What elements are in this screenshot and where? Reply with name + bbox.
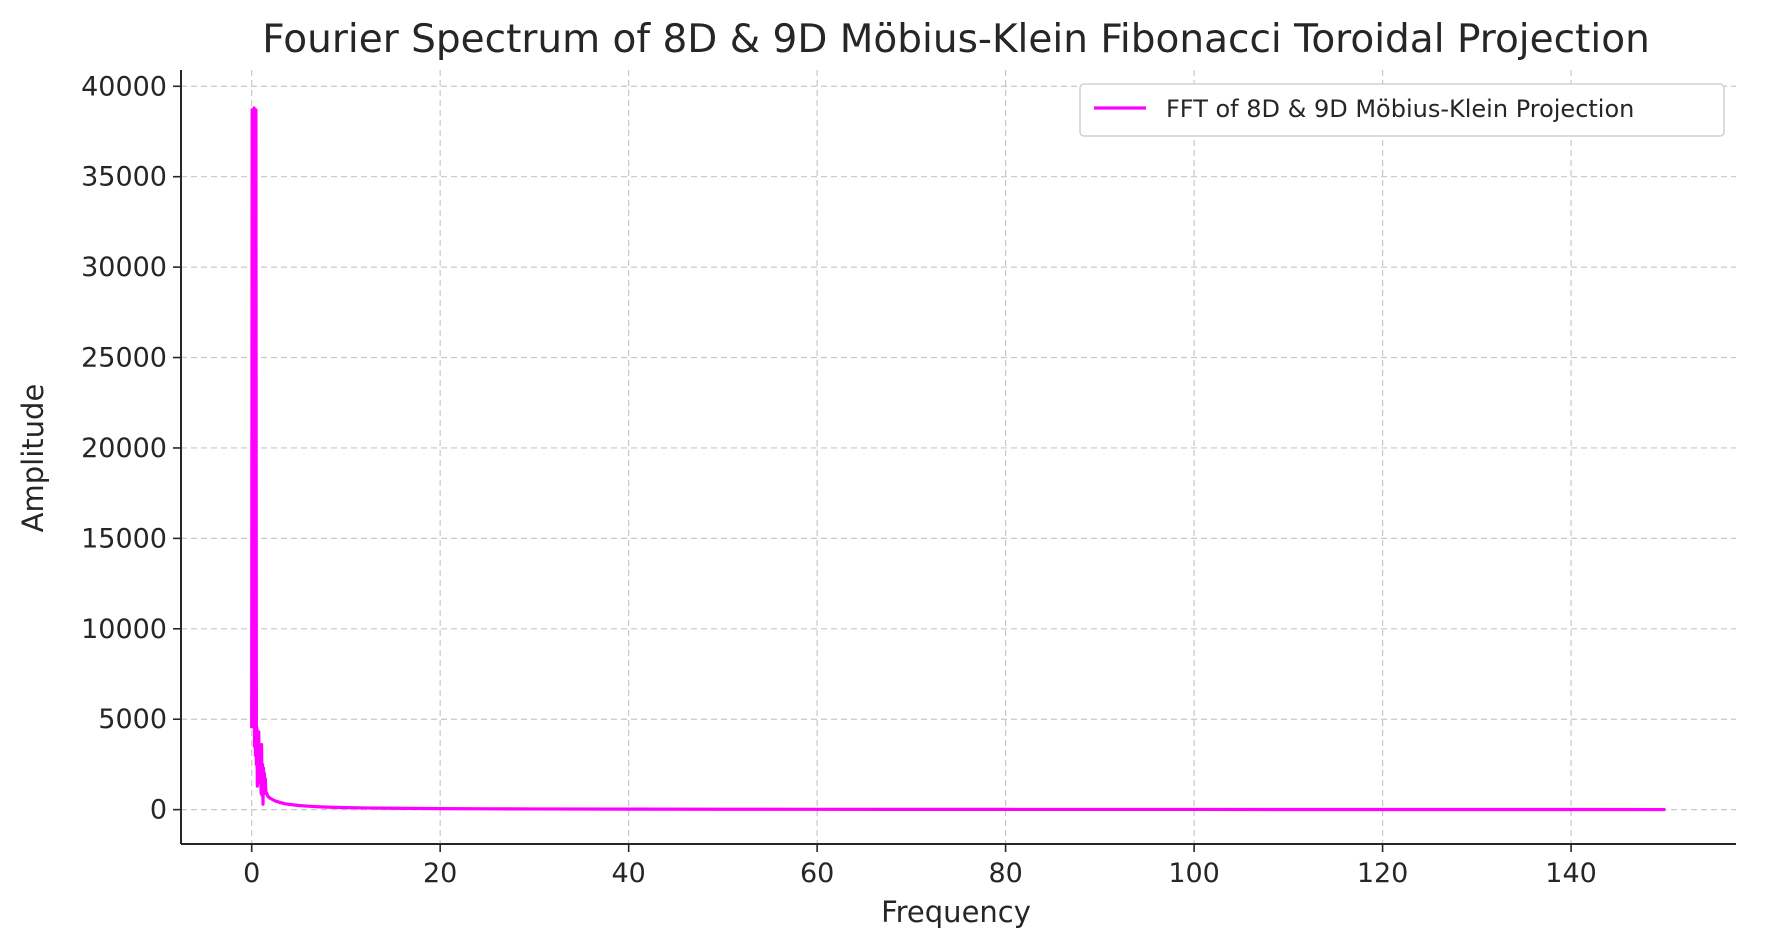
- y-tick-label: 35000: [81, 162, 167, 193]
- y-tick-label: 25000: [81, 343, 167, 374]
- x-tick-label: 80: [988, 858, 1022, 889]
- legend-label: FFT of 8D & 9D Möbius-Klein Projection: [1166, 95, 1634, 123]
- x-tick-label: 60: [800, 858, 834, 889]
- x-tick-label: 140: [1545, 858, 1597, 889]
- ticks: 0 20 40 60 80 100 120 140 0 5000 10000 15000 20000 25…: [81, 71, 1597, 889]
- x-tick-label: 100: [1168, 858, 1220, 889]
- legend-frame: [1079, 83, 1725, 137]
- y-tick-label: 20000: [81, 433, 167, 464]
- legend: FFT of 8D & 9D Möbius-Klein Projection: [1079, 83, 1725, 137]
- y-tick-label: 10000: [81, 614, 167, 645]
- series-line-0: [250, 106, 1666, 812]
- x-tick-label: 40: [611, 858, 645, 889]
- y-tick-label: 30000: [81, 252, 167, 283]
- chart-title: Fourier Spectrum of 8D & 9D Möbius-Klein…: [262, 17, 1650, 62]
- x-axis-label: Frequency: [881, 895, 1031, 929]
- y-tick-label: 40000: [81, 71, 167, 102]
- y-tick-label: 15000: [81, 523, 167, 554]
- y-tick-label: 5000: [98, 704, 167, 735]
- axes-spines: [180, 70, 1736, 845]
- x-tick-label: 120: [1357, 858, 1409, 889]
- y-axis-label: Amplitude: [16, 384, 50, 533]
- x-tick-label: 20: [423, 858, 457, 889]
- series-layer: [250, 106, 1666, 812]
- x-tick-label: 0: [243, 858, 260, 889]
- y-tick-label: 0: [150, 795, 167, 826]
- grid: [181, 70, 1736, 844]
